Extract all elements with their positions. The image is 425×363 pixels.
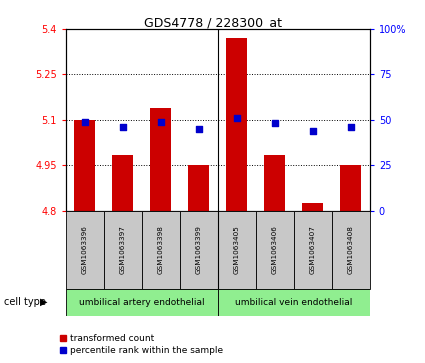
Bar [188,165,209,211]
Bar [256,211,294,289]
Bar [302,203,323,211]
Bar [332,211,370,289]
Text: GSM1063408: GSM1063408 [348,225,354,274]
Bar [227,38,247,211]
Bar [142,211,180,289]
Point [82,119,88,125]
Bar [294,211,332,289]
Bar [218,289,370,316]
Bar [104,211,142,289]
Text: umbilical vein endothelial: umbilical vein endothelial [235,298,352,307]
Text: GSM1063398: GSM1063398 [158,225,164,274]
Bar [218,211,256,289]
Bar [180,211,218,289]
Point [233,115,240,121]
Point [157,119,164,125]
Text: GSM1063399: GSM1063399 [196,225,202,274]
Text: cell type: cell type [4,297,46,307]
Legend: transformed count, percentile rank within the sample: transformed count, percentile rank withi… [56,331,227,359]
Bar [112,155,133,211]
Text: GSM1063406: GSM1063406 [272,225,278,274]
Bar [74,120,95,211]
Point [196,126,202,132]
Point [309,128,316,134]
Point [347,124,354,130]
Bar [66,289,218,316]
Point [119,124,126,130]
Bar [264,155,285,211]
Text: umbilical artery endothelial: umbilical artery endothelial [79,298,205,307]
Bar [66,211,104,289]
Text: GDS4778 / 228300_at: GDS4778 / 228300_at [144,16,281,29]
Text: ▶: ▶ [40,297,48,307]
Text: GSM1063407: GSM1063407 [310,225,316,274]
Bar [150,108,171,211]
Text: GSM1063405: GSM1063405 [234,225,240,274]
Point [272,121,278,126]
Text: GSM1063397: GSM1063397 [120,225,126,274]
Bar [340,165,361,211]
Text: GSM1063396: GSM1063396 [82,225,88,274]
